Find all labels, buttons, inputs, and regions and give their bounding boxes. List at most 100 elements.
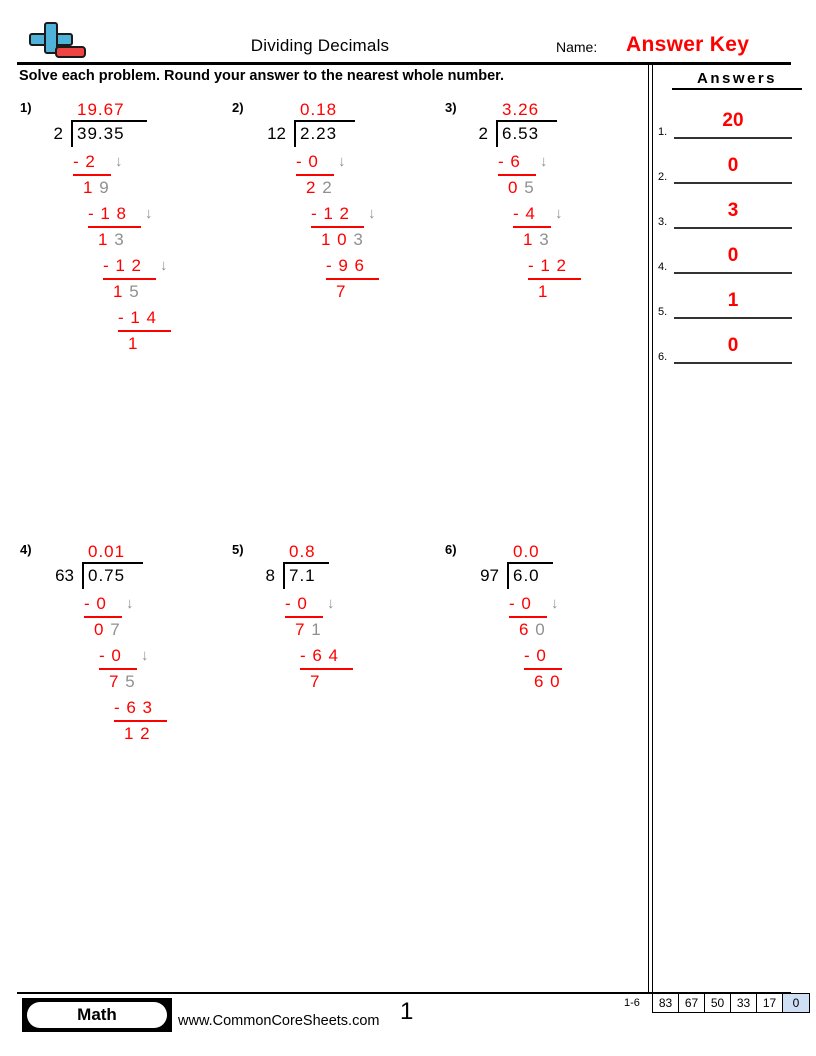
remainder-row: 6 0: [519, 620, 546, 639]
score-cell: 33: [731, 994, 757, 1012]
remainder-row: 1: [538, 282, 549, 301]
subject-badge: Math: [22, 998, 172, 1032]
quotient: 0.8: [289, 542, 316, 561]
subtraction-row: - 1 2: [103, 256, 143, 275]
subtraction-underline: [311, 226, 364, 228]
answer-value: 20: [722, 110, 744, 131]
remainder-row: 1 3: [98, 230, 125, 249]
answer-line: [674, 362, 792, 364]
division-problem: 3) 2 3.26 6.53 - 6 ↓ 0 5 - 4 ↓ 1 3 - 1 2 1: [445, 100, 645, 360]
answer-row: 1. 20: [658, 104, 798, 148]
subtraction-underline: [103, 278, 156, 280]
answer-value: 0: [727, 245, 739, 266]
page-title: Dividing Decimals: [250, 36, 390, 55]
subtraction-underline: [118, 330, 171, 332]
divisor: 97: [480, 566, 499, 585]
subtraction-underline: [326, 278, 379, 280]
problem-number: 4): [20, 542, 32, 557]
answer-number: 5.: [658, 306, 668, 318]
answer-key-value: Answer Key: [626, 33, 750, 56]
subject-badge-label: Math: [27, 1002, 167, 1028]
division-bracket-bar: [496, 121, 498, 147]
remainder-row: 7 1: [295, 620, 322, 639]
remainder-row: 0 5: [508, 178, 535, 197]
subtraction-underline: [114, 720, 167, 722]
bring-down-arrow-icon: ↓: [126, 595, 134, 612]
divisor: 63: [55, 566, 74, 585]
remainder-row: 7: [310, 672, 321, 691]
remainder-row: 1: [128, 334, 139, 353]
remainder-row: 7 5: [109, 672, 136, 691]
header-divider: [17, 62, 791, 65]
answer-number: 3.: [658, 216, 668, 228]
bring-down-arrow-icon: ↓: [555, 205, 563, 222]
subtraction-underline: [88, 226, 141, 228]
division-problem: 6) 97 0.0 6.0 - 0 ↓ 6 0 - 0 6 0: [445, 542, 645, 802]
subtraction-underline: [528, 278, 581, 280]
answer-row: 6. 0: [658, 329, 798, 373]
subtraction-underline: [99, 668, 137, 670]
divisor: 2: [478, 124, 488, 143]
subtraction-row: - 6 3: [114, 698, 154, 717]
answer-number: 1.: [658, 126, 668, 138]
score-range-label: 1-6: [624, 997, 640, 1009]
subtraction-row: - 0: [524, 646, 547, 665]
subtraction-underline: [285, 616, 323, 618]
page-header: Dividing Decimals Name: Answer Key: [0, 0, 816, 62]
bring-down-arrow-icon: ↓: [368, 205, 376, 222]
footer-divider: [17, 992, 791, 994]
quotient: 0.0: [513, 542, 540, 561]
answer-row: 4. 0: [658, 239, 798, 283]
quotient: 19.67: [77, 100, 125, 119]
score-cell: 0: [783, 994, 809, 1012]
subtraction-row: - 9 6: [326, 256, 366, 275]
subtraction-underline: [513, 226, 551, 228]
answer-line: [674, 272, 792, 274]
page-number: 1: [400, 998, 414, 1025]
score-table: 83 67 50 33 17 0: [652, 993, 810, 1013]
bring-down-arrow-icon: ↓: [327, 595, 335, 612]
remainder-row: 1 2: [124, 724, 151, 743]
subtraction-row: - 6 4: [300, 646, 340, 665]
division-problem: 4) 63 0.01 0.75 - 0 ↓ 0 7 - 0 ↓ 7 5 - 6 3 1 2: [20, 542, 220, 802]
dividend: 6.53: [502, 124, 540, 143]
vertical-divider: [648, 62, 656, 992]
answer-line: [674, 137, 792, 139]
division-bracket-top: [294, 120, 355, 122]
problem-number: 6): [445, 542, 457, 557]
bring-down-arrow-icon: ↓: [145, 205, 153, 222]
remainder-row: 0 7: [94, 620, 121, 639]
bring-down-arrow-icon: ↓: [160, 257, 168, 274]
subtraction-row: - 1 8: [88, 204, 128, 223]
answer-row: 2. 0: [658, 149, 798, 193]
answer-number: 4.: [658, 261, 668, 273]
subtraction-row: - 0: [99, 646, 122, 665]
subtraction-underline: [300, 668, 353, 670]
dividend: 7.1: [289, 566, 316, 585]
subtraction-row: - 0: [296, 152, 319, 171]
problem-number: 2): [232, 100, 244, 115]
subtraction-underline: [84, 616, 122, 618]
subtraction-row: - 1 2: [528, 256, 568, 275]
divisor: 2: [53, 124, 63, 143]
answer-value: 1: [727, 290, 739, 311]
score-cell: 17: [757, 994, 783, 1012]
division-bracket-bar: [283, 563, 285, 589]
score-cell: 67: [679, 994, 705, 1012]
subtraction-row: - 6: [498, 152, 521, 171]
answer-row: 5. 1: [658, 284, 798, 328]
subtraction-underline: [498, 174, 536, 176]
instructions-text: Solve each problem. Round your answer to…: [19, 68, 505, 84]
answer-line: [674, 317, 792, 319]
division-bracket-top: [71, 120, 147, 122]
bring-down-arrow-icon: ↓: [115, 153, 123, 170]
subtraction-row: - 4: [513, 204, 536, 223]
answer-value: 0: [727, 335, 739, 356]
subtraction-row: - 0: [285, 594, 308, 613]
divisor: 12: [267, 124, 286, 143]
quotient: 3.26: [502, 100, 540, 119]
bring-down-arrow-icon: ↓: [540, 153, 548, 170]
answer-value: 3: [727, 200, 739, 221]
subtraction-row: - 0: [84, 594, 107, 613]
